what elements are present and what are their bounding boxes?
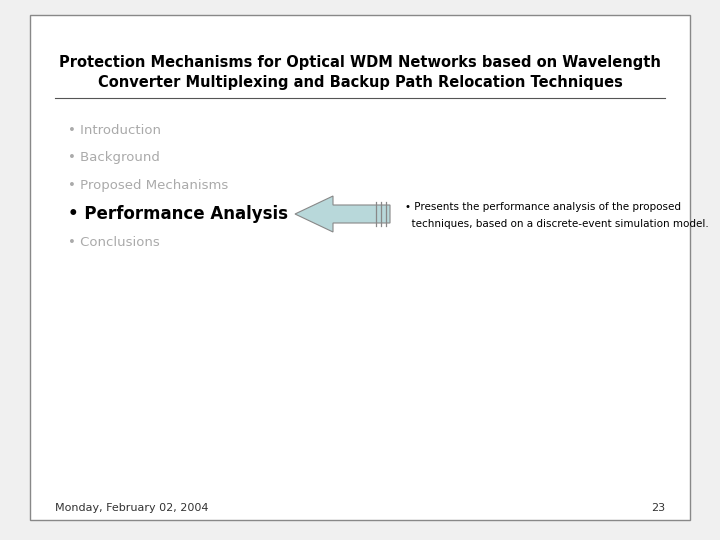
Text: Converter Multiplexing and Backup Path Relocation Techniques: Converter Multiplexing and Backup Path R… — [98, 75, 622, 90]
Text: • Background: • Background — [68, 152, 160, 165]
Text: • Introduction: • Introduction — [68, 124, 161, 137]
Polygon shape — [295, 196, 390, 232]
Text: • Proposed Mechanisms: • Proposed Mechanisms — [68, 179, 228, 192]
Text: • Conclusions: • Conclusions — [68, 235, 160, 248]
Text: techniques, based on a discrete-event simulation model.: techniques, based on a discrete-event si… — [405, 219, 708, 229]
Text: • Presents the performance analysis of the proposed: • Presents the performance analysis of t… — [405, 202, 681, 212]
FancyBboxPatch shape — [30, 15, 690, 520]
Text: • Performance Analysis: • Performance Analysis — [68, 205, 288, 223]
Text: Protection Mechanisms for Optical WDM Networks based on Wavelength: Protection Mechanisms for Optical WDM Ne… — [59, 55, 661, 70]
Text: 23: 23 — [651, 503, 665, 513]
Text: Monday, February 02, 2004: Monday, February 02, 2004 — [55, 503, 209, 513]
